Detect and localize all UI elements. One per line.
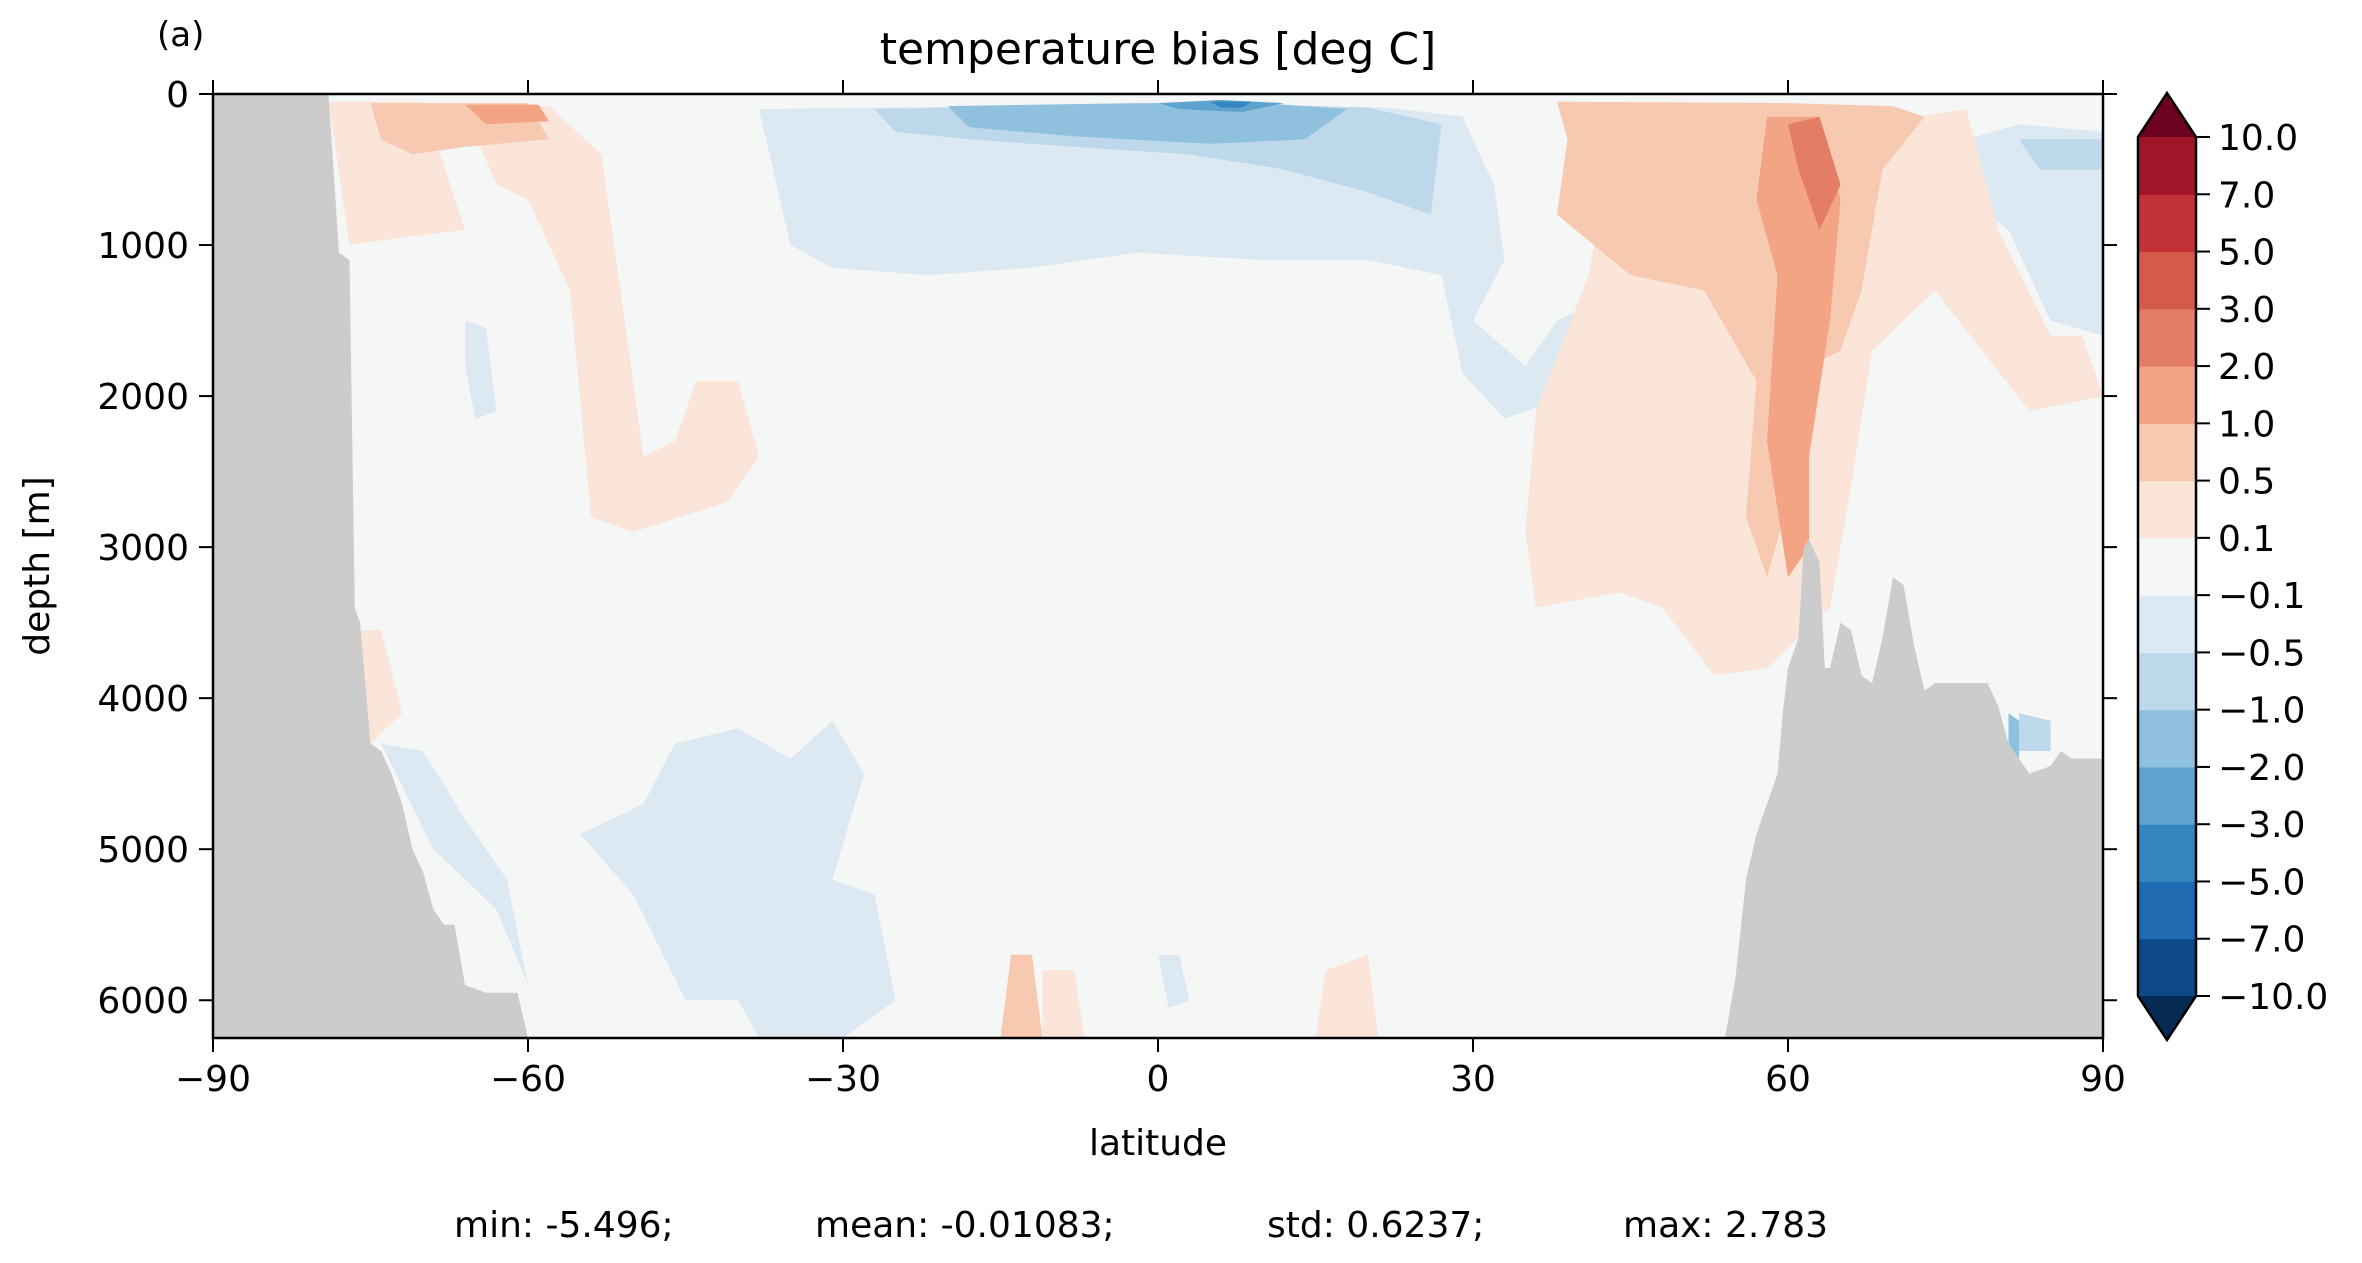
x-tick-label: −90	[175, 1059, 251, 1100]
colorbar-tick-label: 2.0	[2218, 347, 2275, 388]
y-tick-label: 0	[166, 75, 189, 116]
bias-region-13	[1158, 954, 1190, 1008]
bathymetry-mask	[213, 94, 2103, 1038]
bias-region-2	[360, 630, 402, 744]
x-tick-label: 0	[1147, 1059, 1170, 1100]
colorbar-bin	[2138, 766, 2196, 825]
x-axis: −90 −60 −30 0 30 60 90	[175, 80, 2126, 1100]
colorbar-tick-label: −7.0	[2218, 920, 2305, 961]
bias-region-24	[2019, 713, 2051, 751]
y-tick-label: 4000	[97, 679, 189, 720]
x-tick-label: 30	[1450, 1059, 1496, 1100]
bias-field	[328, 100, 2103, 1038]
x-tick-label: −60	[490, 1059, 566, 1100]
bias-region-12	[465, 320, 497, 419]
bias-region-14	[1966, 124, 2103, 336]
colorbar-bin	[2138, 194, 2196, 253]
colorbar-bin	[2138, 308, 2196, 367]
bias-region-1	[465, 106, 759, 532]
x-tick-label: 90	[2080, 1059, 2126, 1100]
colorbar-tick-label: 0.5	[2218, 462, 2275, 503]
colorbar-tick-label: −0.1	[2218, 576, 2305, 617]
bias-region-7	[948, 103, 1347, 144]
colorbar-tick-label: 3.0	[2218, 290, 2275, 331]
colorbar-tick-label: 1.0	[2218, 404, 2275, 445]
bias-region-21	[1756, 116, 1841, 578]
colorbar-tick-label: 7.0	[2218, 175, 2275, 216]
stats-line: min: -5.496; mean: -0.01083; std: 0.6237…	[454, 1205, 1828, 1246]
y-tick-label: 6000	[97, 981, 189, 1022]
colorbar-bin	[2138, 137, 2196, 195]
colorbar-tick-label: 5.0	[2218, 233, 2275, 274]
colorbar-bin	[2138, 938, 2196, 997]
stat-min: min: -5.496;	[454, 1205, 674, 1246]
colorbar-bin	[2138, 366, 2196, 424]
y-tick-label: 2000	[97, 377, 189, 418]
colorbar-bin	[2138, 251, 2196, 310]
bias-region-15	[2019, 139, 2103, 170]
bias-region-18	[1000, 954, 1043, 1038]
colorbar-tick-label: −1.0	[2218, 691, 2305, 732]
stat-max: max: 2.783	[1623, 1205, 1828, 1246]
colorbar-tick-label: −10.0	[2218, 977, 2328, 1018]
stat-std: std: 0.6237;	[1267, 1205, 1484, 1246]
colorbar-tick-label: −3.0	[2218, 805, 2305, 846]
land-left	[213, 94, 528, 1038]
x-tick-label: 60	[1765, 1059, 1811, 1100]
y-axis: 0 1000 2000 3000 4000 5000 6000	[97, 75, 2117, 1022]
colorbar-bin	[2138, 595, 2196, 653]
colorbar-bin	[2138, 423, 2196, 482]
colorbar-over-extension	[2138, 93, 2196, 137]
colorbar-tick-label: 0.1	[2218, 519, 2275, 560]
bias-region-4	[465, 104, 549, 125]
colorbar-tick-label: −0.5	[2218, 633, 2305, 674]
bias-region-20	[1315, 954, 1379, 1038]
x-axis-label: latitude	[1089, 1123, 1227, 1164]
bias-region-22	[1788, 116, 1841, 230]
colorbar-bin	[2138, 824, 2196, 883]
colorbar-bin	[2138, 537, 2196, 596]
colorbar-tick-label: −5.0	[2218, 862, 2305, 903]
bias-region-19	[1042, 970, 1085, 1038]
colorbar-bin	[2138, 652, 2196, 711]
y-tick-label: 1000	[97, 226, 189, 267]
chart-title: temperature bias [deg C]	[880, 24, 1437, 75]
bias-region-10	[580, 720, 896, 1038]
land-right	[1725, 539, 2103, 1038]
y-tick-label: 3000	[97, 528, 189, 569]
colorbar: −10.0 −7.0 −5.0 −3.0 −2.0 −1.0 −0.5 −0.1 0.1 0.5 1…	[2136, 90, 2328, 1043]
bias-region-11	[381, 743, 528, 986]
x-tick-label: −30	[805, 1059, 881, 1100]
colorbar-bin	[2138, 480, 2196, 539]
colorbar-tick-label: −2.0	[2218, 748, 2305, 789]
colorbar-bin	[2138, 709, 2196, 768]
plot-area	[211, 92, 2105, 1040]
colorbar-under-extension	[2138, 996, 2196, 1040]
colorbar-bin	[2138, 881, 2196, 940]
colorbar-tick-label: 10.0	[2218, 118, 2298, 159]
stat-mean: mean: -0.01083;	[815, 1205, 1115, 1246]
bias-region-9	[1210, 101, 1253, 108]
panel-label: (a)	[157, 15, 204, 55]
y-tick-label: 5000	[97, 830, 189, 871]
y-axis-label: depth [m]	[17, 476, 58, 655]
